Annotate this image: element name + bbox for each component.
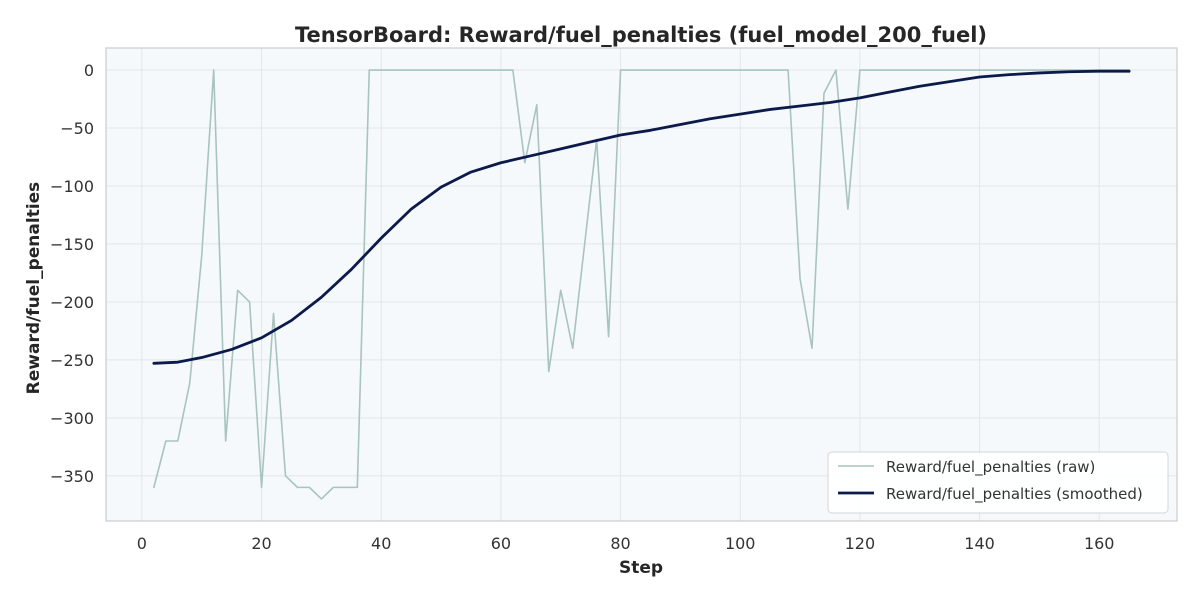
x-tick-label: 60 bbox=[491, 534, 511, 553]
x-axis-label: Step bbox=[619, 558, 663, 578]
chart-title: TensorBoard: Reward/fuel_penalties (fuel… bbox=[295, 23, 987, 47]
series-line-smoothed bbox=[152, 69, 1131, 365]
series-line-raw bbox=[153, 69, 1130, 500]
legend: Reward/fuel_penalties (raw) Reward/fuel_… bbox=[827, 451, 1169, 514]
x-tick-label: 80 bbox=[610, 534, 630, 553]
y-tick-label: −200 bbox=[50, 293, 94, 312]
legend-box bbox=[827, 451, 1169, 514]
x-tick-label: 100 bbox=[725, 534, 756, 553]
x-tick-label: 0 bbox=[137, 534, 147, 553]
y-tick-label: 0 bbox=[84, 61, 94, 80]
legend-label-raw: Reward/fuel_penalties (raw) bbox=[886, 458, 1095, 477]
y-tick-label: −50 bbox=[60, 119, 94, 138]
y-axis-label: Reward/fuel_penalties bbox=[24, 182, 44, 395]
x-tick-label: 40 bbox=[371, 534, 391, 553]
plot-area bbox=[106, 48, 1177, 521]
plot-frame bbox=[105, 47, 1178, 522]
y-tick-label: −250 bbox=[50, 351, 94, 370]
x-tick-label: 20 bbox=[251, 534, 271, 553]
y-tick-label: −300 bbox=[50, 409, 94, 428]
x-tick-label: 120 bbox=[845, 534, 876, 553]
x-tick-label: 160 bbox=[1084, 534, 1115, 553]
tick-labels: 0 20 40 60 80 100 120 140 160 0 −50 −100 −150 −200 −25… bbox=[50, 61, 1114, 553]
legend-label-smoothed: Reward/fuel_penalties (smoothed) bbox=[886, 485, 1143, 504]
series-layer bbox=[152, 69, 1131, 500]
x-tick-label: 140 bbox=[964, 534, 995, 553]
y-tick-label: −350 bbox=[50, 467, 94, 486]
y-tick-label: −150 bbox=[50, 235, 94, 254]
y-tick-label: −100 bbox=[50, 177, 94, 196]
